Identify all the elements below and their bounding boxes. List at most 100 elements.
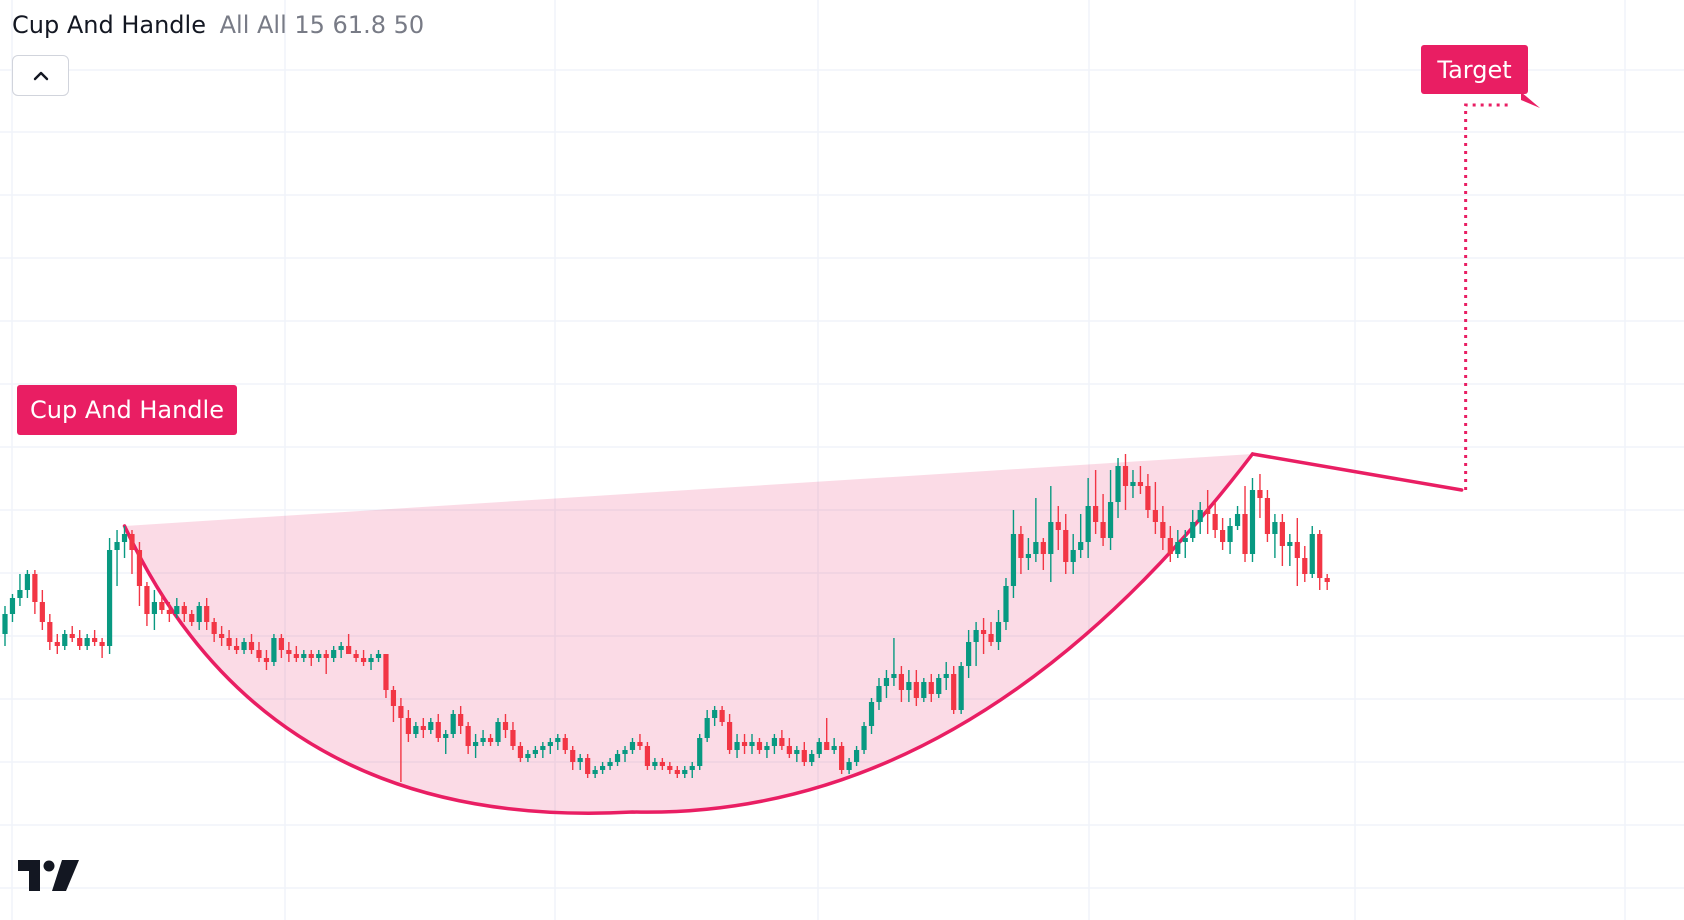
candle bbox=[263, 650, 270, 670]
candle bbox=[1063, 514, 1069, 574]
candle-body bbox=[368, 658, 374, 662]
candle-body bbox=[405, 718, 411, 734]
candle bbox=[951, 666, 957, 714]
candle bbox=[233, 638, 240, 654]
candle-body bbox=[876, 686, 882, 702]
candle-body bbox=[450, 714, 456, 734]
candle-body bbox=[211, 622, 217, 634]
indicator-legend[interactable]: Cup And Handle All All 15 61.8 50 bbox=[12, 11, 424, 39]
candle bbox=[271, 634, 277, 666]
candle-body bbox=[256, 650, 262, 658]
candle bbox=[92, 630, 98, 646]
candle-body bbox=[353, 654, 359, 658]
candle bbox=[555, 734, 561, 750]
handle-line bbox=[1250, 452, 1464, 492]
candle bbox=[121, 526, 128, 558]
candle bbox=[106, 538, 113, 654]
candle-body bbox=[301, 654, 307, 658]
candle bbox=[667, 762, 673, 774]
candle bbox=[204, 598, 210, 630]
candle-body bbox=[682, 770, 688, 774]
candle-body bbox=[189, 614, 195, 622]
candle-body bbox=[936, 678, 942, 694]
candle bbox=[1048, 486, 1054, 582]
candle-body bbox=[629, 742, 636, 750]
candle-body bbox=[106, 550, 113, 646]
candle bbox=[293, 646, 299, 662]
candle bbox=[1324, 574, 1330, 590]
candle-body bbox=[1115, 466, 1121, 502]
candle bbox=[614, 750, 621, 766]
candle-body bbox=[480, 738, 486, 742]
target-projection bbox=[1464, 92, 1540, 490]
candle-body bbox=[495, 722, 501, 742]
candle bbox=[1018, 526, 1024, 574]
candle bbox=[980, 618, 987, 654]
chevron-up-icon bbox=[33, 71, 48, 80]
candle-body bbox=[726, 722, 733, 750]
candle-body bbox=[697, 738, 703, 766]
candle-body bbox=[1122, 466, 1129, 486]
candle-body bbox=[801, 750, 807, 762]
candle bbox=[913, 670, 919, 706]
candle bbox=[1152, 482, 1158, 534]
candle bbox=[383, 654, 389, 698]
candle-body bbox=[1100, 522, 1106, 538]
candle-body bbox=[1309, 534, 1315, 574]
candle-body bbox=[1272, 522, 1278, 534]
candle-body bbox=[861, 726, 867, 750]
candle bbox=[1302, 546, 1308, 582]
candle bbox=[1317, 530, 1323, 590]
candle bbox=[1093, 470, 1099, 534]
candle-body bbox=[1234, 514, 1241, 526]
candle bbox=[1145, 474, 1151, 518]
candle-body bbox=[323, 654, 329, 658]
candle-body bbox=[839, 746, 845, 770]
candle bbox=[2, 606, 8, 646]
candle-body bbox=[883, 678, 890, 686]
candle bbox=[360, 650, 367, 666]
candle bbox=[734, 734, 740, 758]
collapse-legend-button[interactable] bbox=[12, 55, 69, 96]
candle bbox=[958, 662, 964, 714]
candle bbox=[1003, 578, 1009, 630]
candle bbox=[547, 738, 553, 754]
candle bbox=[9, 594, 16, 622]
candle-body bbox=[906, 682, 912, 690]
candle-body bbox=[263, 658, 270, 662]
candle-body bbox=[637, 742, 643, 746]
candle-body bbox=[1190, 522, 1196, 538]
candle bbox=[84, 634, 90, 650]
candle-body bbox=[689, 766, 695, 770]
candle bbox=[338, 642, 344, 658]
candle bbox=[248, 634, 255, 654]
candle-body bbox=[577, 758, 583, 762]
candle-body bbox=[1033, 542, 1039, 554]
candle bbox=[1234, 506, 1241, 530]
candle-body bbox=[667, 766, 673, 770]
candle-body bbox=[9, 598, 16, 614]
candle bbox=[420, 718, 426, 738]
candle-body bbox=[928, 682, 934, 694]
candle-body bbox=[1212, 514, 1218, 530]
candle-body bbox=[846, 762, 852, 770]
candle-body bbox=[1227, 526, 1233, 542]
candle-body bbox=[570, 750, 576, 762]
candle bbox=[756, 738, 763, 754]
candle-body bbox=[487, 738, 494, 742]
candle-body bbox=[966, 642, 972, 666]
candle-body bbox=[159, 602, 165, 610]
candle-body bbox=[1242, 514, 1248, 554]
candle-body bbox=[809, 754, 815, 762]
candle bbox=[495, 718, 501, 746]
candle-body bbox=[1249, 490, 1256, 554]
candle bbox=[1070, 534, 1076, 574]
candle-body bbox=[54, 642, 60, 646]
candle-body bbox=[47, 622, 53, 642]
candle-body bbox=[1317, 534, 1323, 578]
tradingview-logo bbox=[18, 860, 79, 891]
candle-body bbox=[540, 746, 546, 750]
candle-body bbox=[1063, 530, 1069, 562]
candle bbox=[166, 602, 172, 622]
